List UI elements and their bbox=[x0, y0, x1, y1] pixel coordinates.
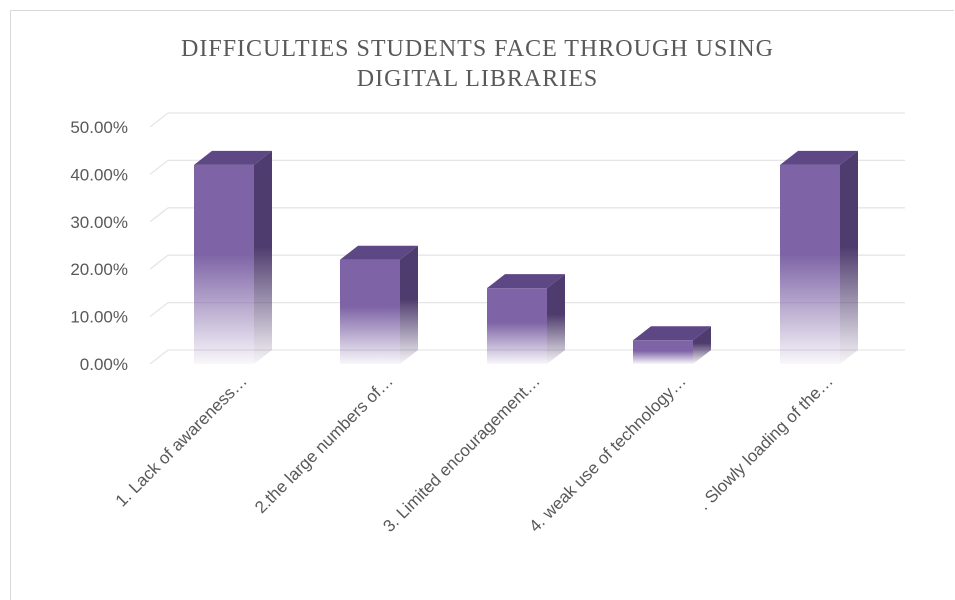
bar-top bbox=[340, 245, 418, 260]
y-tick-label: 50.00% bbox=[70, 118, 128, 137]
bar-front bbox=[633, 340, 693, 364]
bar-top bbox=[633, 326, 711, 341]
gridline-depth bbox=[149, 254, 169, 270]
bar bbox=[340, 245, 418, 364]
bar-side bbox=[400, 245, 418, 364]
bars bbox=[194, 150, 858, 364]
bar-front bbox=[487, 288, 547, 364]
y-axis: 0.00% 10.00% 20.00% 30.00% 40.00% 50.00% bbox=[70, 118, 128, 374]
x-axis: 1. Lack of awareness… 2.the large numbers… bbox=[112, 371, 837, 535]
gridline-depth bbox=[149, 302, 169, 318]
y-tick-label: 40.00% bbox=[70, 165, 128, 184]
y-tick-label: 0.00% bbox=[80, 355, 128, 374]
x-category-label: . Slowly loading of the… bbox=[694, 371, 836, 513]
chart-title-line-2: DIGITAL LIBRARIES bbox=[356, 66, 599, 92]
y-tick-label: 10.00% bbox=[70, 308, 128, 327]
bar bbox=[780, 150, 858, 364]
chart-title-line-1: DIFFICULTIES STUDENTS FACE THROUGH USING bbox=[181, 36, 774, 62]
x-category-label: 2.the large numbers of… bbox=[251, 371, 397, 517]
x-category-label: 3. Limited encouragement… bbox=[379, 371, 543, 535]
bar bbox=[633, 326, 711, 364]
bar-side bbox=[840, 150, 858, 364]
bar-top bbox=[194, 150, 272, 165]
bar bbox=[194, 150, 272, 364]
chart-title: DIFFICULTIES STUDENTS FACE THROUGH USING… bbox=[0, 34, 955, 94]
y-tick-label: 20.00% bbox=[70, 260, 128, 279]
x-category-label: 4. weak use of technology… bbox=[525, 371, 689, 535]
x-category-label: 1. Lack of awareness… bbox=[112, 371, 251, 510]
y-tick-label: 30.00% bbox=[70, 213, 128, 232]
bar-side bbox=[693, 326, 711, 364]
bar-front bbox=[780, 164, 840, 364]
gridline-depth bbox=[149, 207, 169, 223]
bar-top bbox=[780, 150, 858, 165]
bar-side bbox=[254, 150, 272, 364]
bar-top bbox=[487, 274, 565, 289]
chart-frame bbox=[10, 10, 954, 600]
bar-side bbox=[547, 274, 565, 364]
bar-front bbox=[194, 164, 254, 364]
bar bbox=[487, 274, 565, 364]
gridline-depth bbox=[149, 159, 169, 175]
gridline-depth bbox=[149, 112, 169, 128]
bar-front bbox=[340, 259, 400, 364]
gridline-depth bbox=[149, 349, 169, 365]
